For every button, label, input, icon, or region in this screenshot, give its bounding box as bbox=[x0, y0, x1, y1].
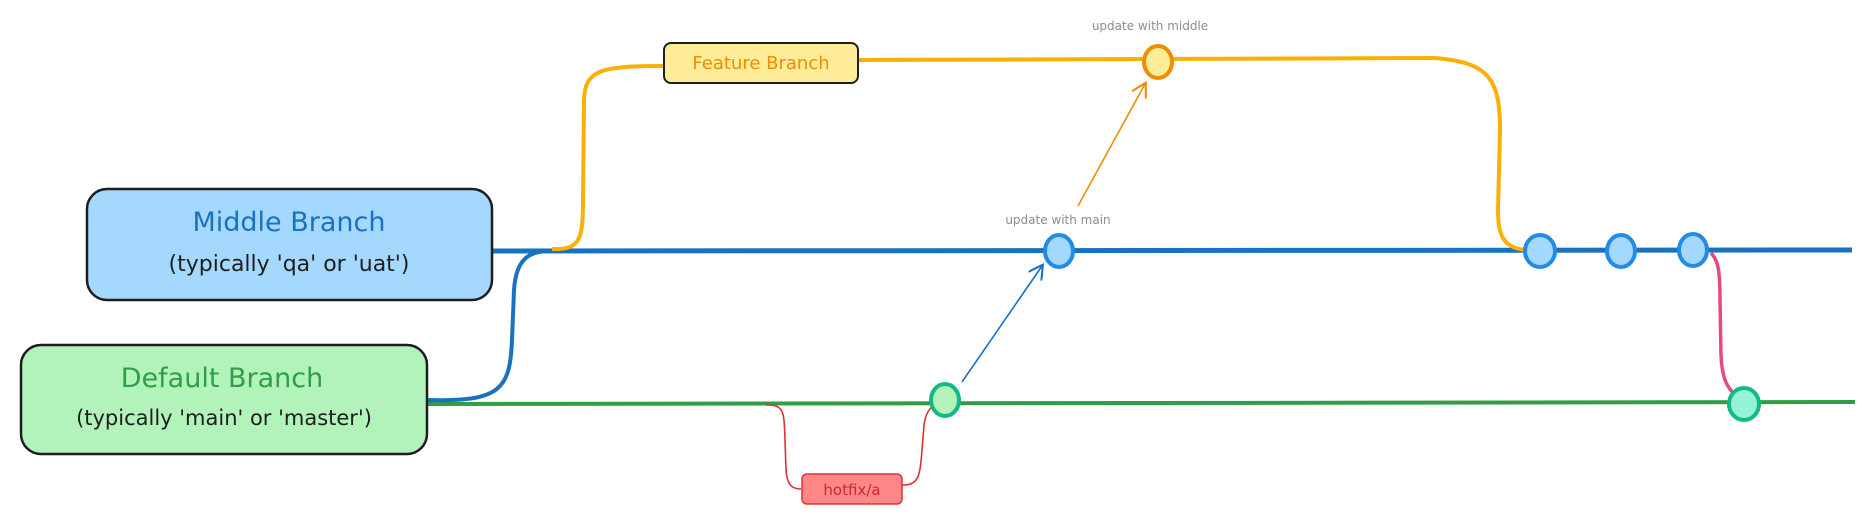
middle-branch-subtitle: (typically 'qa' or 'uat') bbox=[169, 252, 410, 277]
default-branch-title: Default Branch bbox=[121, 363, 323, 394]
update-with-main-arrow bbox=[961, 266, 1042, 383]
default-commit-node bbox=[1727, 386, 1761, 422]
default-branch-subtitle: (typically 'main' or 'master') bbox=[76, 406, 372, 430]
middle-branch-title: Middle Branch bbox=[192, 207, 385, 238]
default-branch-line bbox=[426, 400, 1856, 406]
hotfix-branch-text: hotfix/a bbox=[823, 481, 880, 499]
middle-commit-node bbox=[1677, 232, 1709, 268]
middle-commit-node bbox=[1043, 233, 1075, 269]
merge-to-default-line bbox=[1709, 251, 1737, 397]
middle-commit-node bbox=[1523, 233, 1557, 269]
hotfix-branch-label: hotfix/a bbox=[801, 473, 903, 505]
feature-branch-label: Feature Branch bbox=[663, 42, 859, 84]
default-branch-box: Default Branch (typically 'main' or 'mas… bbox=[19, 343, 429, 456]
middle-branch-line bbox=[491, 247, 1853, 254]
default-commit-node bbox=[929, 382, 961, 418]
update-with-main-label: update with main bbox=[1005, 213, 1110, 227]
default-to-middle-connector bbox=[426, 249, 551, 403]
feature-branch-text: Feature Branch bbox=[692, 53, 829, 74]
feature-commit-node bbox=[1142, 44, 1174, 80]
middle-commit-node bbox=[1605, 233, 1637, 269]
middle-branch-box: Middle Branch (typically 'qa' or 'uat') bbox=[85, 187, 494, 302]
update-with-middle-label: update with middle bbox=[1092, 19, 1208, 33]
feature-branch-line bbox=[551, 55, 1537, 253]
update-with-middle-arrow bbox=[1077, 84, 1145, 207]
